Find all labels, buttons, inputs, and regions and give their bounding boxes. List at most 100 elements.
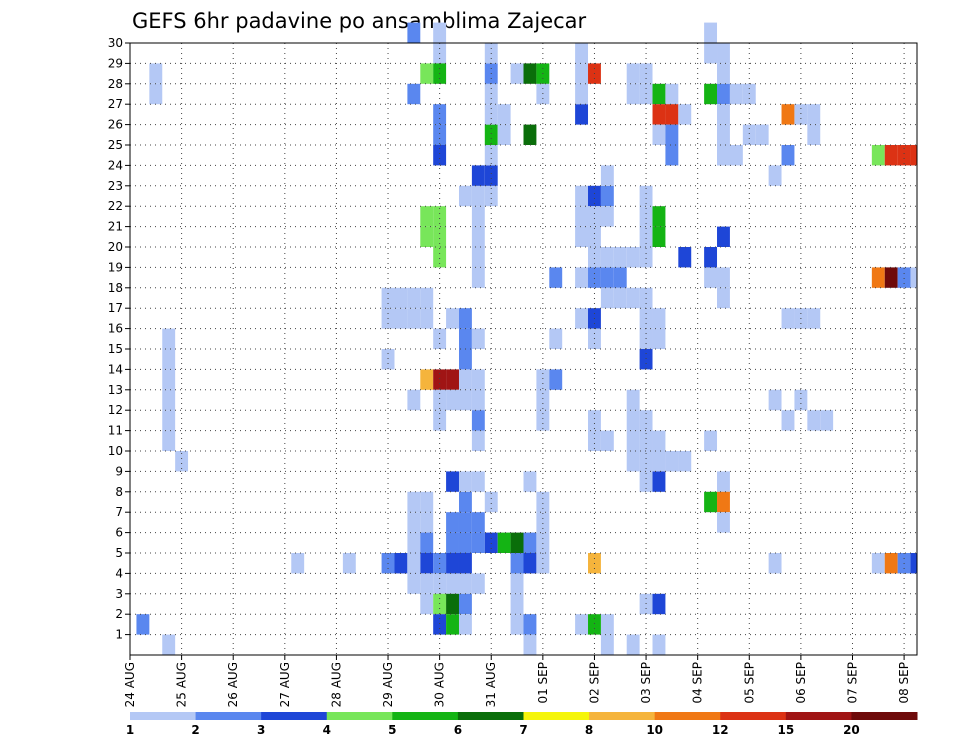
heatmap-cell bbox=[536, 410, 550, 431]
heatmap-cell bbox=[175, 451, 189, 472]
heatmap-cell bbox=[458, 308, 472, 329]
legend-label: 4 bbox=[323, 723, 331, 737]
legend-label: 5 bbox=[388, 723, 396, 737]
x-tick-label: 07 SEP bbox=[845, 662, 859, 704]
heatmap-cell bbox=[446, 614, 459, 635]
x-tick-label: 06 SEP bbox=[794, 662, 808, 704]
heatmap-cell bbox=[639, 247, 653, 268]
heatmap-cell bbox=[484, 185, 498, 207]
y-tick-label: 18 bbox=[108, 281, 123, 295]
heatmap-cell bbox=[420, 369, 434, 390]
x-tick-label: 24 AUG bbox=[123, 662, 137, 707]
heatmap-cell bbox=[471, 206, 485, 227]
heatmap-cell bbox=[446, 512, 459, 533]
heatmap-cell bbox=[497, 532, 511, 553]
heatmap-cell bbox=[639, 471, 653, 492]
heatmap-cell bbox=[652, 124, 666, 145]
heatmap-cell bbox=[536, 389, 550, 411]
heatmap-cell bbox=[626, 430, 640, 451]
heatmap-cell bbox=[704, 22, 718, 43]
heatmap-cell bbox=[588, 206, 601, 227]
heatmap-cell bbox=[717, 63, 730, 84]
heatmap-cell bbox=[433, 22, 447, 43]
x-axis: 24 AUG 25 AUG 26 AUG 27 AUG 28 AUG 29 AUG 30 A… bbox=[123, 655, 911, 707]
y-tick-label: 20 bbox=[108, 240, 123, 254]
heatmap-cell bbox=[820, 410, 834, 431]
heatmap-cell bbox=[575, 104, 589, 125]
heatmap-cell bbox=[652, 451, 666, 472]
legend-swatch bbox=[720, 712, 787, 720]
heatmap-cell bbox=[575, 614, 589, 635]
y-tick-label: 24 bbox=[108, 158, 123, 172]
heatmap-cell bbox=[897, 267, 911, 288]
heatmap-cell bbox=[420, 593, 434, 615]
heatmap-cell bbox=[433, 206, 447, 227]
heatmap-cell bbox=[575, 308, 589, 329]
x-tick-label: 30 AUG bbox=[433, 662, 447, 707]
heatmap-cell bbox=[717, 83, 730, 105]
y-tick-label: 14 bbox=[108, 362, 123, 376]
y-tick-label: 8 bbox=[115, 485, 123, 499]
x-tick-label: 31 AUG bbox=[484, 662, 498, 707]
heatmap-cell bbox=[471, 430, 485, 451]
legend-label: 10 bbox=[646, 723, 663, 737]
heatmap-cell bbox=[420, 553, 434, 574]
chart-title: GEFS 6hr padavine po ansamblima Zajecar bbox=[132, 9, 587, 33]
heatmap-cell bbox=[407, 308, 421, 329]
legend-swatch bbox=[851, 712, 918, 720]
legend-swatch bbox=[523, 712, 590, 720]
x-tick-label: 03 SEP bbox=[639, 662, 653, 704]
heatmap-cell bbox=[510, 553, 524, 574]
heatmap-cell bbox=[704, 247, 718, 268]
heatmap-cell bbox=[665, 451, 679, 472]
y-tick-label: 11 bbox=[108, 424, 123, 438]
heatmap-cell bbox=[588, 226, 601, 247]
legend-swatch bbox=[457, 712, 524, 720]
heatmap-cell bbox=[407, 83, 421, 105]
heatmap-cell bbox=[394, 287, 408, 309]
heatmap-cell bbox=[768, 553, 782, 574]
heatmap-cell bbox=[717, 43, 730, 64]
heatmap-cell bbox=[471, 410, 485, 431]
heatmap-cell bbox=[794, 389, 808, 411]
heatmap-cell bbox=[394, 553, 408, 574]
heatmap-cell bbox=[613, 247, 627, 268]
heatmap-cell bbox=[458, 328, 472, 349]
legend-label: 1 bbox=[126, 723, 134, 737]
heatmap-cell bbox=[575, 43, 589, 64]
heatmap-cell bbox=[433, 247, 447, 268]
legend-swatch bbox=[392, 712, 459, 720]
heatmap-cell bbox=[871, 267, 885, 288]
heatmap-cell bbox=[652, 634, 666, 655]
heatmap-cell bbox=[665, 104, 679, 125]
x-tick-label: 26 AUG bbox=[226, 662, 240, 707]
legend-label: 2 bbox=[191, 723, 199, 737]
legend-swatch bbox=[326, 712, 393, 720]
heatmap-cell bbox=[613, 287, 627, 309]
heatmap-cell bbox=[162, 410, 176, 431]
heatmap-cell bbox=[588, 410, 601, 431]
heatmap-cell bbox=[549, 328, 563, 349]
heatmap-cell bbox=[717, 145, 730, 166]
heatmap-cell bbox=[523, 532, 537, 553]
heatmap-cell bbox=[717, 124, 730, 145]
heatmap-cell bbox=[717, 104, 730, 125]
heatmap-cell bbox=[717, 512, 730, 533]
legend-label: 20 bbox=[843, 723, 860, 737]
heatmap-cell bbox=[626, 410, 640, 431]
heatmap-cell bbox=[626, 287, 640, 309]
y-tick-label: 7 bbox=[115, 505, 123, 519]
heatmap-cell bbox=[910, 267, 917, 288]
heatmap-cell bbox=[291, 553, 305, 574]
heatmap-cell bbox=[704, 267, 718, 288]
heatmap-cell bbox=[652, 430, 666, 451]
heatmap-cell bbox=[484, 491, 498, 513]
y-tick-label: 16 bbox=[108, 322, 123, 336]
heatmap-cell bbox=[420, 287, 434, 309]
heatmap-cell bbox=[149, 83, 163, 105]
heatmap-cell bbox=[446, 532, 459, 553]
heatmap-cell bbox=[407, 532, 421, 553]
heatmap-cell bbox=[420, 206, 434, 227]
heatmap-cell bbox=[652, 593, 666, 615]
